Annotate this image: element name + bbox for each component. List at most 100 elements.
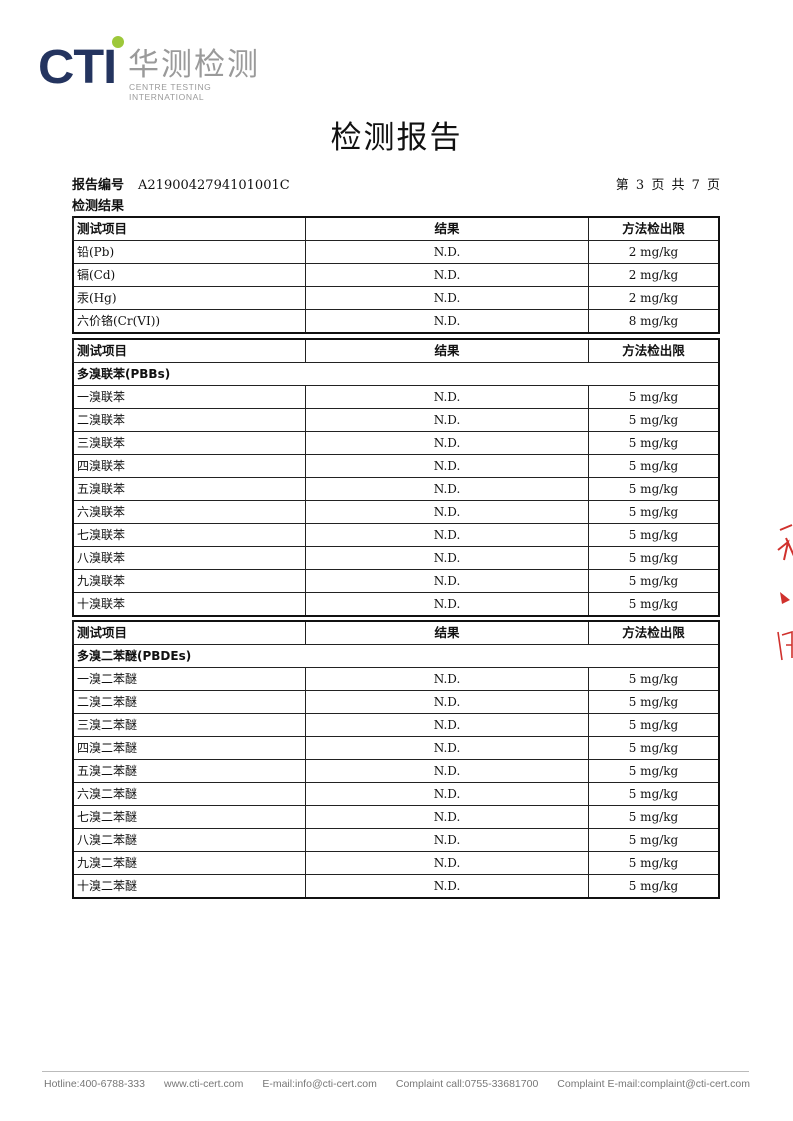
cell-item: 三溴联苯 [72, 431, 306, 455]
footer-item: www.cti-cert.com [164, 1078, 244, 1090]
cell-mdl: 8 mg/kg [588, 309, 720, 334]
footer-item: Complaint E-mail:complaint@cti-cert.com [557, 1078, 751, 1090]
cell-item: 铅(Pb) [72, 240, 306, 264]
cell-item: 八溴联苯 [72, 546, 306, 570]
table-row: 一溴联苯 N.D. 5 mg/kg [72, 385, 720, 409]
cell-mdl: 2 mg/kg [588, 263, 720, 287]
table-row: 二溴联苯 N.D. 5 mg/kg [72, 408, 720, 432]
header-item: 测试项目 [72, 620, 306, 645]
header-mdl: 方法检出限 [588, 338, 720, 363]
cell-result: N.D. [305, 454, 589, 478]
table-row: 六溴联苯 N.D. 5 mg/kg [72, 500, 720, 524]
report-number-value: A2190042794101001C [138, 178, 290, 193]
cell-result: N.D. [305, 736, 589, 760]
cell-mdl: 5 mg/kg [588, 408, 720, 432]
red-stamp-fragment [777, 524, 793, 661]
cell-item: 十溴联苯 [72, 592, 306, 617]
cell-item: 一溴联苯 [72, 385, 306, 409]
cell-result: N.D. [305, 240, 589, 264]
cell-mdl: 5 mg/kg [588, 874, 720, 899]
cell-mdl: 5 mg/kg [588, 454, 720, 478]
cell-mdl: 5 mg/kg [588, 713, 720, 737]
report-number-label: 报告编号 [72, 178, 125, 193]
cell-item: 七溴联苯 [72, 523, 306, 547]
logo-brand: CTI [38, 41, 117, 94]
section-title: 检测结果 [72, 199, 125, 214]
cell-item: 汞(Hg) [72, 286, 306, 310]
cell-mdl: 5 mg/kg [588, 523, 720, 547]
logo-dot-icon [112, 36, 124, 48]
cell-item: 二溴二苯醚 [72, 690, 306, 714]
footer-item: Hotline:400-6788-333 [44, 1078, 145, 1090]
table-row: 铅(Pb) N.D. 2 mg/kg [72, 240, 720, 264]
cell-item: 二溴联苯 [72, 408, 306, 432]
header-result: 结果 [305, 620, 589, 645]
table-row: 六溴二苯醚 N.D. 5 mg/kg [72, 782, 720, 806]
cell-item: 九溴联苯 [72, 569, 306, 593]
table-row: 四溴二苯醚 N.D. 5 mg/kg [72, 736, 720, 760]
table-subtitle-row: 多溴联苯(PBBs) [72, 362, 720, 386]
cell-result: N.D. [305, 408, 589, 432]
cell-result: N.D. [305, 805, 589, 829]
cell-mdl: 5 mg/kg [588, 569, 720, 593]
table-row: 七溴二苯醚 N.D. 5 mg/kg [72, 805, 720, 829]
header-result: 结果 [305, 338, 589, 363]
cell-result: N.D. [305, 263, 589, 287]
cell-mdl: 5 mg/kg [588, 828, 720, 852]
header-item: 测试项目 [72, 338, 306, 363]
cell-item: 五溴二苯醚 [72, 759, 306, 783]
cell-mdl: 5 mg/kg [588, 759, 720, 783]
cell-item: 五溴联苯 [72, 477, 306, 501]
cell-result: N.D. [305, 431, 589, 455]
table-row: 一溴二苯醚 N.D. 5 mg/kg [72, 667, 720, 691]
cell-item: 八溴二苯醚 [72, 828, 306, 852]
cell-item: 十溴二苯醚 [72, 874, 306, 899]
cell-result: N.D. [305, 569, 589, 593]
cell-mdl: 5 mg/kg [588, 546, 720, 570]
footer: Hotline:400-6788-333 www.cti-cert.com E-ma… [44, 1078, 750, 1090]
cell-result: N.D. [305, 592, 589, 617]
cell-item: 镉(Cd) [72, 263, 306, 287]
table-row: 镉(Cd) N.D. 2 mg/kg [72, 263, 720, 287]
cell-mdl: 5 mg/kg [588, 477, 720, 501]
cell-result: N.D. [305, 713, 589, 737]
table-row: 三溴二苯醚 N.D. 5 mg/kg [72, 713, 720, 737]
page-info: 第 3 页 共 7 页 [615, 178, 720, 193]
cell-mdl: 2 mg/kg [588, 286, 720, 310]
header-item: 测试项目 [72, 216, 306, 241]
cell-item: 九溴二苯醚 [72, 851, 306, 875]
cell-mdl: 5 mg/kg [588, 592, 720, 617]
table-header-row: 测试项目 结果 方法检出限 [72, 620, 720, 645]
cell-result: N.D. [305, 851, 589, 875]
footer-item: E-mail:info@cti-cert.com [262, 1078, 377, 1090]
report-number: 报告编号 A2190042794101001C [72, 174, 290, 193]
table-row: 五溴联苯 N.D. 5 mg/kg [72, 477, 720, 501]
results-table: 测试项目 结果 方法检出限 多溴联苯(PBBs) 一溴联苯 N.D. 5 mg/k… [72, 338, 720, 617]
header-result: 结果 [305, 216, 589, 241]
table-row: 四溴联苯 N.D. 5 mg/kg [72, 454, 720, 478]
table-row: 十溴联苯 N.D. 5 mg/kg [72, 592, 720, 617]
logo-chinese: 华测检测 [128, 47, 260, 83]
table-subtitle: 多溴二苯醚(PBDEs) [72, 644, 720, 668]
cell-item: 四溴二苯醚 [72, 736, 306, 760]
cell-mdl: 5 mg/kg [588, 500, 720, 524]
header-mdl: 方法检出限 [588, 216, 720, 241]
cell-item: 六溴联苯 [72, 500, 306, 524]
cell-item: 三溴二苯醚 [72, 713, 306, 737]
table-row: 三溴联苯 N.D. 5 mg/kg [72, 431, 720, 455]
cell-mdl: 5 mg/kg [588, 667, 720, 691]
cell-result: N.D. [305, 523, 589, 547]
table-row: 九溴联苯 N.D. 5 mg/kg [72, 569, 720, 593]
table-row: 九溴二苯醚 N.D. 5 mg/kg [72, 851, 720, 875]
table-row: 七溴联苯 N.D. 5 mg/kg [72, 523, 720, 547]
page-title: 检测报告 [330, 120, 463, 156]
cell-item: 七溴二苯醚 [72, 805, 306, 829]
cell-result: N.D. [305, 828, 589, 852]
cell-mdl: 5 mg/kg [588, 431, 720, 455]
cell-mdl: 5 mg/kg [588, 736, 720, 760]
table-header-row: 测试项目 结果 方法检出限 [72, 216, 720, 241]
cti-logo: CTI 华测检测 CENTRE TESTING INTERNATIONAL [38, 36, 288, 102]
table-row: 六价铬(Cr(VI)) N.D. 8 mg/kg [72, 309, 720, 334]
table-subtitle: 多溴联苯(PBBs) [72, 362, 720, 386]
